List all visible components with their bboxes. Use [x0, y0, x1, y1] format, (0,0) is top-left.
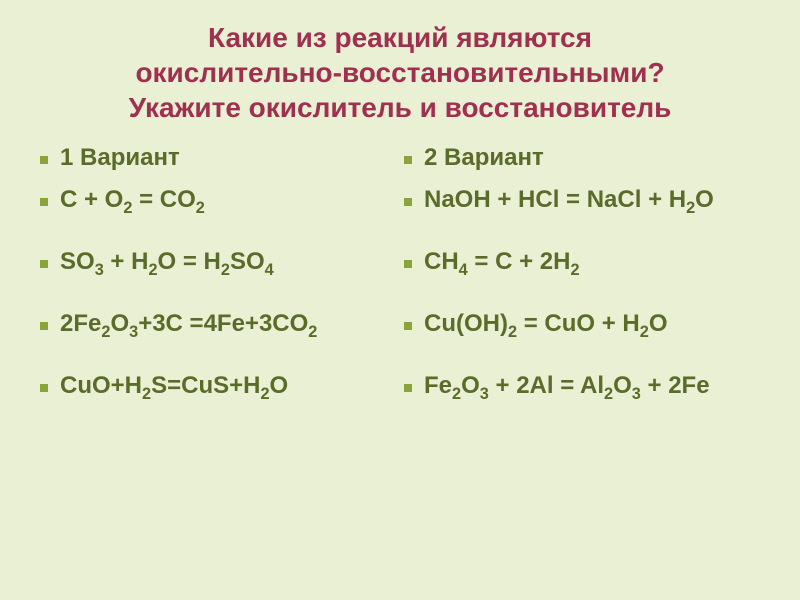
slide: Какие из реакций являются окислительно-в… — [0, 0, 800, 600]
equation-item: CuO+H2S=CuS+H2O — [40, 371, 396, 401]
title-line-3: Укажите окислитель и восстановитель — [129, 92, 672, 123]
title-line-2: окислительно-восстановительными? — [135, 57, 664, 88]
equation-item: Fe2O3 + 2Al = Al2O3 + 2Fe — [404, 371, 760, 401]
bullet-icon — [40, 322, 48, 330]
bullet-icon — [40, 384, 48, 392]
bullet-icon — [40, 156, 48, 164]
bullet-icon — [404, 260, 412, 268]
equation-text: 2Fe2O3+3C =4Fe+3CO2 — [60, 309, 396, 339]
equation-item: Cu(OH)2 = CuO + H2O — [404, 309, 760, 339]
bullet-icon — [40, 260, 48, 268]
column-variant-2: 2 Вариант NaOH + HCl = NaCl + H2O CH4 = … — [404, 143, 760, 570]
equation-item: SO3 + H2O = H2SO4 — [40, 247, 396, 277]
heading-text: 1 Вариант — [60, 143, 396, 173]
bullet-icon — [404, 322, 412, 330]
bullet-icon — [40, 198, 48, 206]
column-heading: 2 Вариант — [404, 143, 760, 173]
bullet-icon — [404, 384, 412, 392]
equation-text: CuO+H2S=CuS+H2O — [60, 371, 396, 401]
equation-item: 2Fe2O3+3C =4Fe+3CO2 — [40, 309, 396, 339]
bullet-icon — [404, 198, 412, 206]
equation-item: NaOH + HCl = NaCl + H2O — [404, 185, 760, 215]
title-line-1: Какие из реакций являются — [208, 22, 592, 53]
equation-item: C + O2 = CO2 — [40, 185, 396, 215]
equation-text: C + O2 = CO2 — [60, 185, 396, 215]
equation-text: CH4 = C + 2H2 — [424, 247, 760, 277]
equation-text: NaOH + HCl = NaCl + H2O — [424, 185, 760, 215]
column-variant-1: 1 Вариант C + O2 = CO2 SO3 + H2O = H2SO4… — [40, 143, 396, 570]
equation-text: Fe2O3 + 2Al = Al2O3 + 2Fe — [424, 371, 760, 401]
bullet-icon — [404, 156, 412, 164]
equation-text: Cu(OH)2 = CuO + H2O — [424, 309, 760, 339]
column-heading: 1 Вариант — [40, 143, 396, 173]
equation-item: CH4 = C + 2H2 — [404, 247, 760, 277]
equation-text: SO3 + H2O = H2SO4 — [60, 247, 396, 277]
slide-title: Какие из реакций являются окислительно-в… — [40, 20, 760, 125]
content-columns: 1 Вариант C + O2 = CO2 SO3 + H2O = H2SO4… — [40, 143, 760, 570]
heading-text: 2 Вариант — [424, 143, 760, 173]
